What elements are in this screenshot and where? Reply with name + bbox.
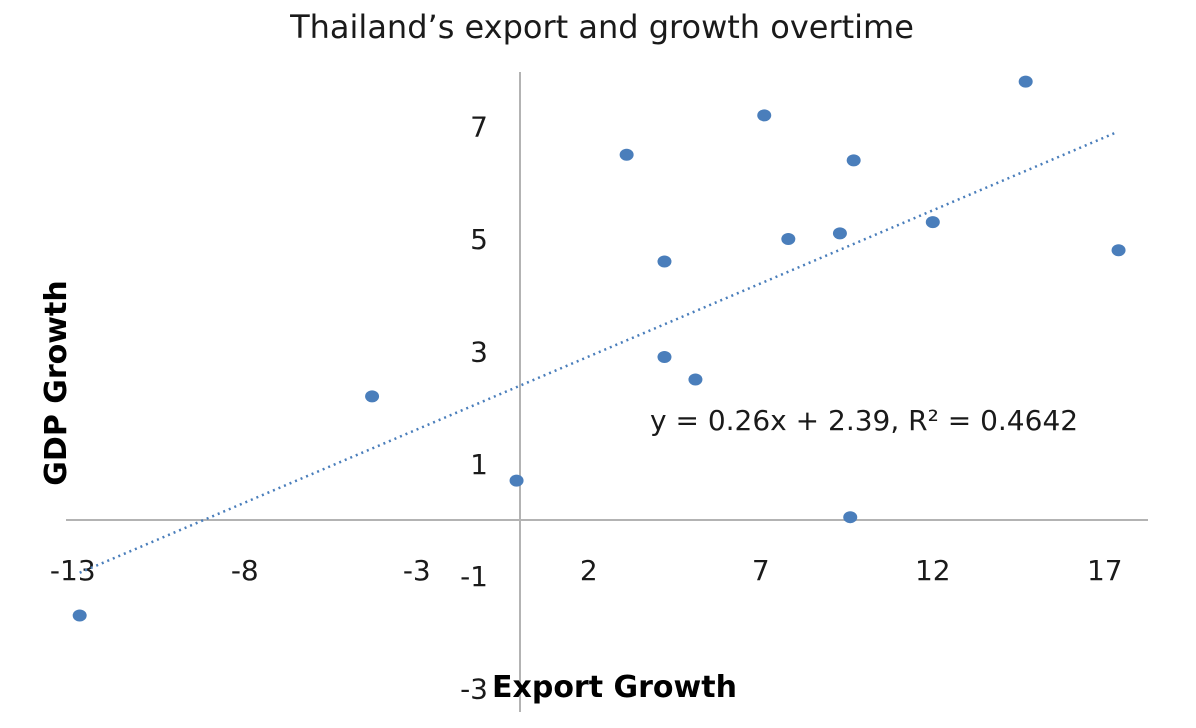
x-tick-label: -3 (403, 554, 431, 587)
chart-title: Thailand’s export and growth overtime (289, 8, 914, 46)
y-tick-label: 5 (470, 223, 488, 256)
x-tick-label: 7 (752, 554, 770, 587)
x-axis-title: Export Growth (492, 670, 737, 705)
x-tick-label: 17 (1087, 554, 1123, 587)
x-tick-label: 12 (915, 554, 951, 587)
x-tick-label: 2 (580, 554, 598, 587)
x-tick-labels: -13 -8 -3 2 7 12 17 (50, 554, 1123, 587)
y-tick-label: 7 (470, 111, 488, 144)
trendline (79, 131, 1116, 574)
x-tick-label: -13 (50, 554, 96, 587)
data-point (846, 154, 861, 167)
data-point (832, 227, 847, 240)
data-point (72, 609, 87, 622)
data-point (688, 373, 703, 386)
y-tick-labels: -3 -1 1 3 5 7 (460, 111, 488, 706)
y-tick-label: 1 (470, 448, 488, 481)
data-point (1018, 75, 1033, 88)
y-tick-label: -1 (460, 560, 488, 593)
data-point (657, 255, 672, 268)
data-point (843, 511, 858, 524)
data-point (781, 233, 796, 245)
x-tick-label: -8 (231, 554, 259, 587)
data-points (72, 75, 1126, 622)
y-tick-label: -3 (460, 673, 488, 706)
data-point (619, 148, 634, 161)
data-point (757, 109, 772, 122)
y-tick-label: 3 (470, 335, 488, 368)
data-point (925, 216, 940, 229)
data-point (1111, 244, 1126, 257)
data-point (509, 474, 524, 487)
data-point (365, 390, 380, 403)
trendline-equation: y = 0.26x + 2.39, R² = 0.4642 (650, 404, 1078, 437)
y-axis-title: GDP Growth (39, 280, 74, 485)
data-point (657, 351, 672, 364)
